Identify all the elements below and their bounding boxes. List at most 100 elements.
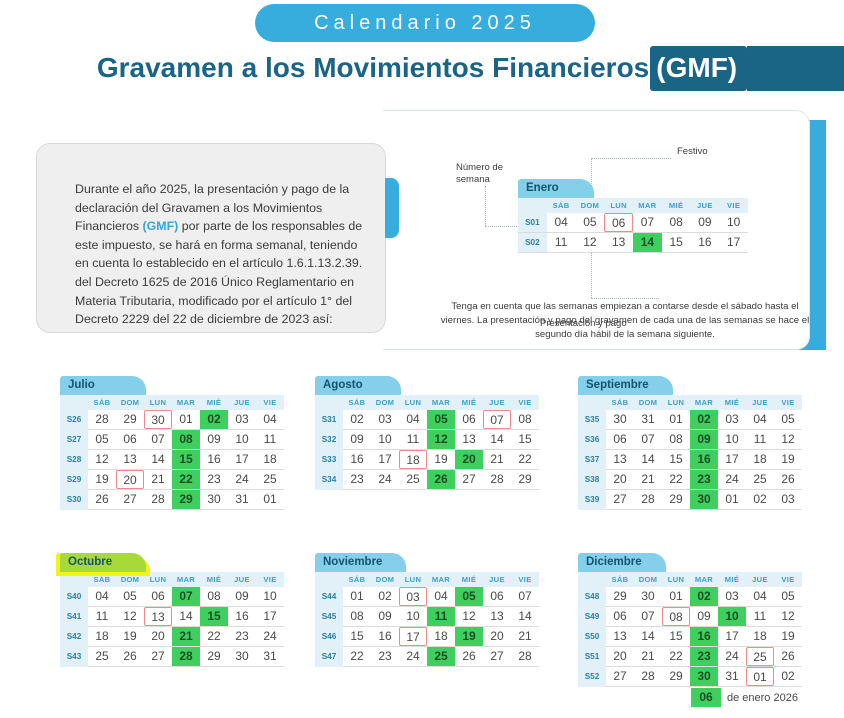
agosto-day-cell[interactable]: 19	[427, 449, 455, 470]
septiembre-day-cell[interactable]: 06	[606, 429, 634, 450]
octubre-day-cell[interactable]: 29	[200, 646, 228, 667]
julio-day-cell[interactable]: 30	[200, 489, 228, 510]
noviembre-day-cell[interactable]: 04	[427, 587, 455, 607]
julio-day-cell[interactable]: 31	[228, 489, 256, 510]
agosto-day-cell[interactable]: 04	[399, 410, 427, 430]
julio-day-cell[interactable]: 10	[228, 429, 256, 450]
diciembre-day-cell[interactable]: 26	[774, 646, 802, 667]
noviembre-day-cell[interactable]: 02	[371, 587, 399, 607]
diciembre-day-cell[interactable]: 05	[774, 587, 802, 607]
diciembre-day-cell[interactable]: 09	[690, 606, 718, 627]
septiembre-day-cell[interactable]: 27	[606, 489, 634, 510]
septiembre-day-cell[interactable]: 03	[774, 489, 802, 510]
septiembre-day-cell[interactable]: 24	[718, 469, 746, 490]
diciembre-day-cell[interactable]: 24	[718, 646, 746, 667]
agosto-day-cell[interactable]: 09	[343, 429, 371, 450]
agosto-day-cell[interactable]: 26	[427, 469, 455, 490]
septiembre-day-cell[interactable]: 17	[718, 449, 746, 470]
julio-day-cell[interactable]: 30	[144, 410, 172, 430]
octubre-day-cell[interactable]: 27	[144, 646, 172, 667]
diciembre-day-cell[interactable]: 31	[718, 666, 746, 687]
diciembre-day-cell[interactable]: 30	[690, 666, 718, 687]
septiembre-day-cell[interactable]: 21	[634, 469, 662, 490]
septiembre-day-cell[interactable]: 01	[718, 489, 746, 510]
example-day-cell[interactable]: 06	[604, 213, 633, 233]
diciembre-day-cell[interactable]: 07	[634, 606, 662, 627]
diciembre-day-cell[interactable]: 04	[746, 587, 774, 607]
septiembre-day-cell[interactable]: 02	[746, 489, 774, 510]
octubre-day-cell[interactable]: 26	[116, 646, 144, 667]
septiembre-day-cell[interactable]: 02	[690, 410, 718, 430]
agosto-day-cell[interactable]: 20	[455, 449, 483, 470]
julio-day-cell[interactable]: 01	[256, 489, 284, 510]
noviembre-day-cell[interactable]: 06	[483, 587, 511, 607]
septiembre-day-cell[interactable]: 15	[662, 449, 690, 470]
octubre-day-cell[interactable]: 07	[172, 587, 200, 607]
example-day-cell[interactable]: 16	[690, 232, 720, 253]
septiembre-day-cell[interactable]: 11	[746, 429, 774, 450]
julio-day-cell[interactable]: 11	[256, 429, 284, 450]
julio-day-cell[interactable]: 29	[116, 410, 144, 430]
month-tab-julio[interactable]: Julio	[60, 376, 146, 395]
octubre-day-cell[interactable]: 09	[228, 587, 256, 607]
septiembre-day-cell[interactable]: 07	[634, 429, 662, 450]
example-day-cell[interactable]: 07	[633, 213, 662, 233]
septiembre-day-cell[interactable]: 29	[662, 489, 690, 510]
octubre-day-cell[interactable]: 12	[116, 606, 144, 627]
agosto-day-cell[interactable]: 06	[455, 410, 483, 430]
agosto-day-cell[interactable]: 29	[511, 469, 539, 490]
noviembre-day-cell[interactable]: 11	[427, 606, 455, 627]
noviembre-day-cell[interactable]: 21	[511, 626, 539, 647]
septiembre-day-cell[interactable]: 30	[690, 489, 718, 510]
noviembre-day-cell[interactable]: 26	[455, 646, 483, 667]
julio-day-cell[interactable]: 06	[116, 429, 144, 450]
diciembre-day-cell[interactable]: 30	[634, 587, 662, 607]
noviembre-day-cell[interactable]: 19	[455, 626, 483, 647]
julio-day-cell[interactable]: 17	[228, 449, 256, 470]
julio-day-cell[interactable]: 29	[172, 489, 200, 510]
agosto-day-cell[interactable]: 05	[427, 410, 455, 430]
julio-day-cell[interactable]: 05	[88, 429, 116, 450]
diciembre-day-cell[interactable]: 28	[634, 666, 662, 687]
septiembre-day-cell[interactable]: 31	[634, 410, 662, 430]
diciembre-day-cell[interactable]: 03	[718, 587, 746, 607]
julio-day-cell[interactable]: 26	[88, 489, 116, 510]
julio-day-cell[interactable]: 08	[172, 429, 200, 450]
octubre-day-cell[interactable]: 06	[144, 587, 172, 607]
octubre-day-cell[interactable]: 21	[172, 626, 200, 647]
diciembre-day-cell[interactable]: 20	[606, 646, 634, 667]
septiembre-day-cell[interactable]: 03	[718, 410, 746, 430]
noviembre-day-cell[interactable]: 07	[511, 587, 539, 607]
septiembre-day-cell[interactable]: 20	[606, 469, 634, 490]
julio-day-cell[interactable]: 13	[116, 449, 144, 470]
diciembre-day-cell[interactable]: 01	[746, 666, 774, 687]
septiembre-day-cell[interactable]: 14	[634, 449, 662, 470]
agosto-day-cell[interactable]: 28	[483, 469, 511, 490]
noviembre-day-cell[interactable]: 14	[511, 606, 539, 627]
octubre-day-cell[interactable]: 18	[88, 626, 116, 647]
septiembre-day-cell[interactable]: 16	[690, 449, 718, 470]
noviembre-day-cell[interactable]: 22	[343, 646, 371, 667]
julio-day-cell[interactable]: 09	[200, 429, 228, 450]
julio-day-cell[interactable]: 07	[144, 429, 172, 450]
example-day-cell[interactable]: 15	[661, 232, 691, 253]
diciembre-day-cell[interactable]: 27	[606, 666, 634, 687]
noviembre-day-cell[interactable]: 27	[483, 646, 511, 667]
noviembre-day-cell[interactable]: 03	[399, 587, 427, 607]
agosto-day-cell[interactable]: 15	[511, 429, 539, 450]
example-day-cell[interactable]: 10	[719, 213, 748, 233]
noviembre-day-cell[interactable]: 08	[343, 606, 371, 627]
octubre-day-cell[interactable]: 10	[256, 587, 284, 607]
noviembre-day-cell[interactable]: 05	[455, 587, 483, 607]
septiembre-day-cell[interactable]: 18	[746, 449, 774, 470]
julio-day-cell[interactable]: 01	[172, 410, 200, 430]
noviembre-day-cell[interactable]: 20	[483, 626, 511, 647]
septiembre-day-cell[interactable]: 23	[690, 469, 718, 490]
agosto-day-cell[interactable]: 10	[371, 429, 399, 450]
noviembre-day-cell[interactable]: 16	[371, 626, 399, 647]
diciembre-day-cell[interactable]: 13	[606, 626, 634, 647]
octubre-day-cell[interactable]: 31	[256, 646, 284, 667]
diciembre-day-cell[interactable]: 22	[662, 646, 690, 667]
septiembre-day-cell[interactable]: 26	[774, 469, 802, 490]
month-tab-diciembre[interactable]: Diciembre	[578, 553, 666, 572]
